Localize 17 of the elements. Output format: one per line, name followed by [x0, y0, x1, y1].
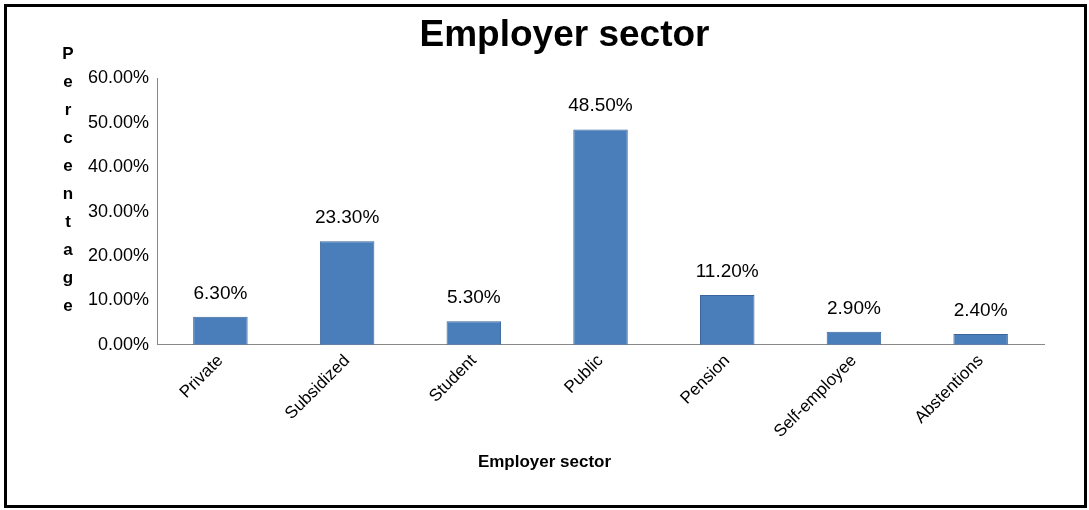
data-label: 11.20% — [695, 259, 759, 281]
y-tick-label: 20.00% — [87, 244, 150, 265]
y-tick-label: 50.00% — [87, 111, 150, 132]
data-label: 2.40% — [953, 298, 1008, 320]
data-label: 48.50% — [568, 94, 633, 116]
data-label: 2.90% — [827, 296, 881, 318]
data-label: 6.30% — [193, 281, 248, 303]
data-label: 5.30% — [446, 285, 501, 307]
chart-title: Employer sector — [419, 13, 710, 55]
text: Percentage — [62, 44, 74, 315]
data-label: 23.30% — [314, 206, 380, 228]
y-tick-label: 10.00% — [87, 289, 150, 310]
y-tick-label: 60.00% — [87, 67, 150, 88]
x-axis-title: Employer sector — [476, 452, 613, 472]
y-tick-label: 30.00% — [87, 200, 150, 221]
y-tick-label: 40.00% — [87, 156, 150, 177]
y-tick-label: 0.00% — [98, 333, 150, 354]
